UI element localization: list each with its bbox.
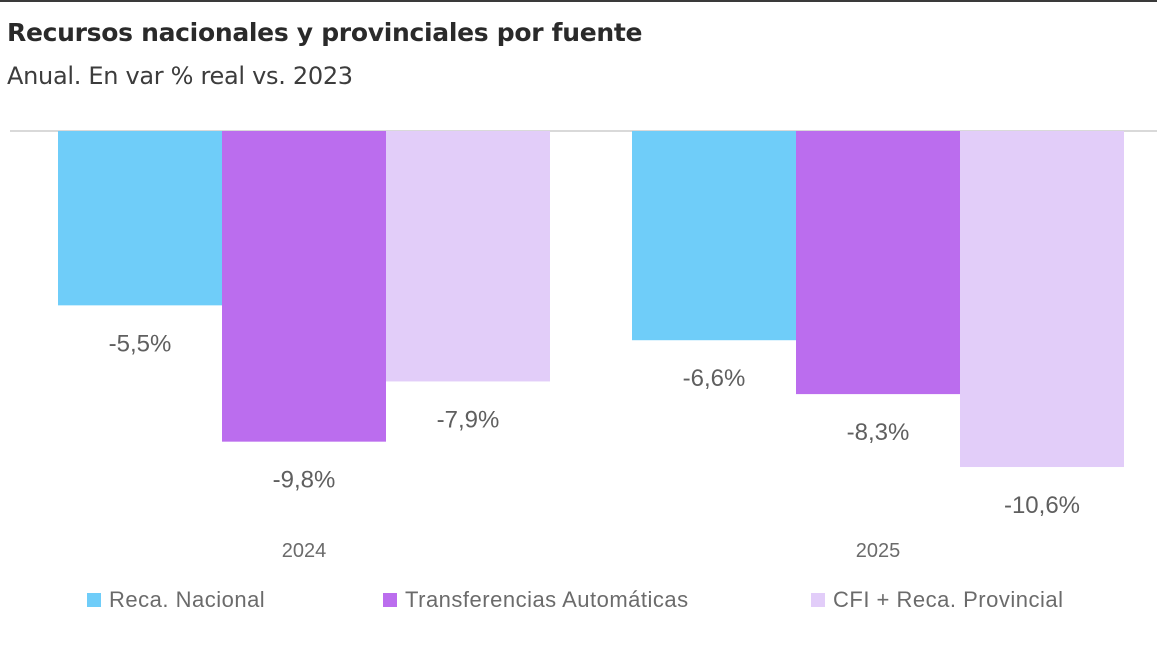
legend-swatch bbox=[87, 593, 101, 607]
data-label: -9,8% bbox=[273, 467, 336, 494]
legend-item-cfi-reca-provincial: CFI + Reca. Provincial bbox=[811, 587, 1063, 613]
category-label-2024: 2024 bbox=[282, 540, 327, 562]
bar-transferencias-automaticas-2024 bbox=[222, 131, 386, 442]
legend: Reca. Nacional Transferencias Automática… bbox=[0, 587, 1157, 617]
legend-swatch bbox=[811, 593, 825, 607]
legend-label: CFI + Reca. Provincial bbox=[833, 587, 1064, 612]
data-label: -8,3% bbox=[847, 419, 910, 446]
data-label: -5,5% bbox=[109, 330, 172, 357]
bar-cfi-reca-provincial-2024 bbox=[386, 131, 550, 382]
legend-label: Transferencias Automáticas bbox=[405, 587, 689, 612]
data-label: -7,9% bbox=[437, 406, 500, 433]
top-border bbox=[0, 0, 1157, 2]
legend-swatch bbox=[383, 593, 397, 607]
data-label: -6,6% bbox=[683, 365, 746, 392]
legend-label: Reca. Nacional bbox=[109, 587, 266, 612]
category-label-2025: 2025 bbox=[856, 540, 901, 562]
legend-item-reca-nacional: Reca. Nacional bbox=[87, 587, 265, 613]
bar-cfi-reca-provincial-2025 bbox=[960, 131, 1124, 468]
data-label: -10,6% bbox=[1004, 492, 1080, 519]
chart-subtitle: Anual. En var % real vs. 2023 bbox=[7, 62, 353, 90]
bar-reca-nacional-2025 bbox=[632, 131, 796, 341]
bar-transferencias-automaticas-2025 bbox=[796, 131, 960, 395]
legend-item-transferencias: Transferencias Automáticas bbox=[383, 587, 689, 613]
chart-title: Recursos nacionales y provinciales por f… bbox=[7, 18, 643, 47]
bar-reca-nacional-2024 bbox=[58, 131, 222, 306]
